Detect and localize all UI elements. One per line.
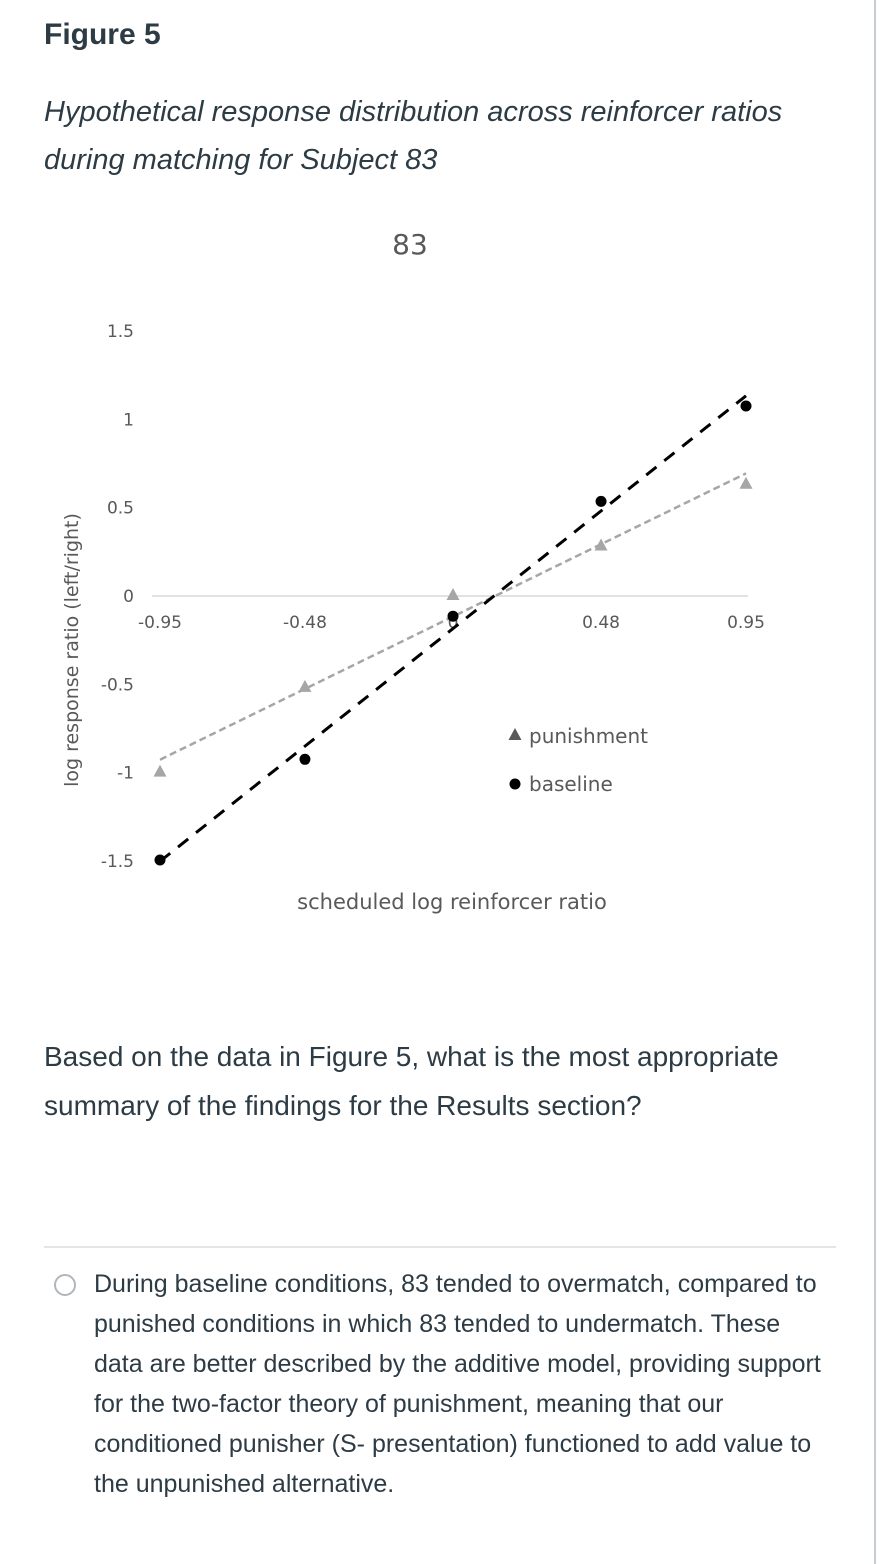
trendlines <box>159 394 747 863</box>
y-tick-label: 1 <box>123 410 134 430</box>
x-tick-label: -0.48 <box>283 613 327 633</box>
data-markers <box>153 400 753 866</box>
figure-label: Figure 5 <box>44 18 161 51</box>
punishment-point <box>594 538 608 551</box>
x-axis-label: scheduled log reinforcer ratio <box>297 890 607 914</box>
figure-chart: 83 log response ratio (left/right) sched… <box>61 228 765 914</box>
legend-marker-punishment <box>508 728 522 740</box>
y-tick-labels: 1.5 1 0.5 0 -0.5 -1 -1.5 <box>101 322 134 872</box>
baseline-point <box>299 753 311 765</box>
y-tick-label: -0.5 <box>101 675 134 695</box>
legend-marker-baseline <box>509 778 521 790</box>
baseline-point <box>447 610 459 622</box>
chart-title: 83 <box>392 228 428 261</box>
punishment-point <box>153 764 167 777</box>
question-text: Based on the data in Figure 5, what is t… <box>44 1041 779 1121</box>
y-tick-label: -1.5 <box>101 852 134 872</box>
answer-radio-button[interactable] <box>54 1274 76 1296</box>
baseline-point <box>595 495 607 507</box>
punishment-point <box>298 679 312 692</box>
y-tick-label: 0 <box>123 587 134 607</box>
baseline-point <box>740 400 752 412</box>
answer-option-text[interactable]: During baseline conditions, 83 tended to… <box>94 1270 821 1498</box>
x-tick-label: 0.48 <box>582 613 620 633</box>
punishment-point <box>446 588 460 600</box>
x-tick-label: -0.95 <box>138 613 182 633</box>
x-tick-label: 0 <box>448 613 459 633</box>
y-axis-label: log response ratio (left/right) <box>61 513 83 787</box>
y-tick-label: 0.5 <box>107 499 134 519</box>
y-tick-label: 1.5 <box>107 322 134 342</box>
y-tick-label: -1 <box>117 764 134 784</box>
legend-label-baseline: baseline <box>529 772 613 796</box>
punishment-trendline <box>159 472 747 761</box>
legend-label-punishment: punishment <box>529 724 648 748</box>
x-tick-label: 0.95 <box>727 613 765 633</box>
legend: punishment baseline <box>508 724 648 796</box>
figure-caption: Hypothetical response distribution acros… <box>44 96 783 176</box>
punishment-point <box>739 476 753 489</box>
divider <box>44 1246 836 1248</box>
x-tick-labels: -0.95 -0.48 0 0.48 0.95 <box>138 613 765 633</box>
baseline-trendline <box>159 394 747 863</box>
baseline-point <box>154 854 166 866</box>
